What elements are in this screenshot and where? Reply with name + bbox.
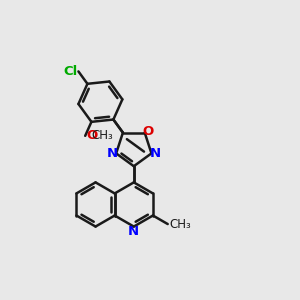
Text: Cl: Cl bbox=[63, 65, 77, 78]
Text: CH₃: CH₃ bbox=[169, 218, 191, 231]
Text: N: N bbox=[150, 147, 161, 160]
Text: CH₃: CH₃ bbox=[92, 129, 113, 142]
Text: N: N bbox=[128, 225, 140, 238]
Text: O: O bbox=[86, 129, 97, 142]
Text: N: N bbox=[106, 147, 118, 160]
Text: O: O bbox=[142, 125, 154, 138]
